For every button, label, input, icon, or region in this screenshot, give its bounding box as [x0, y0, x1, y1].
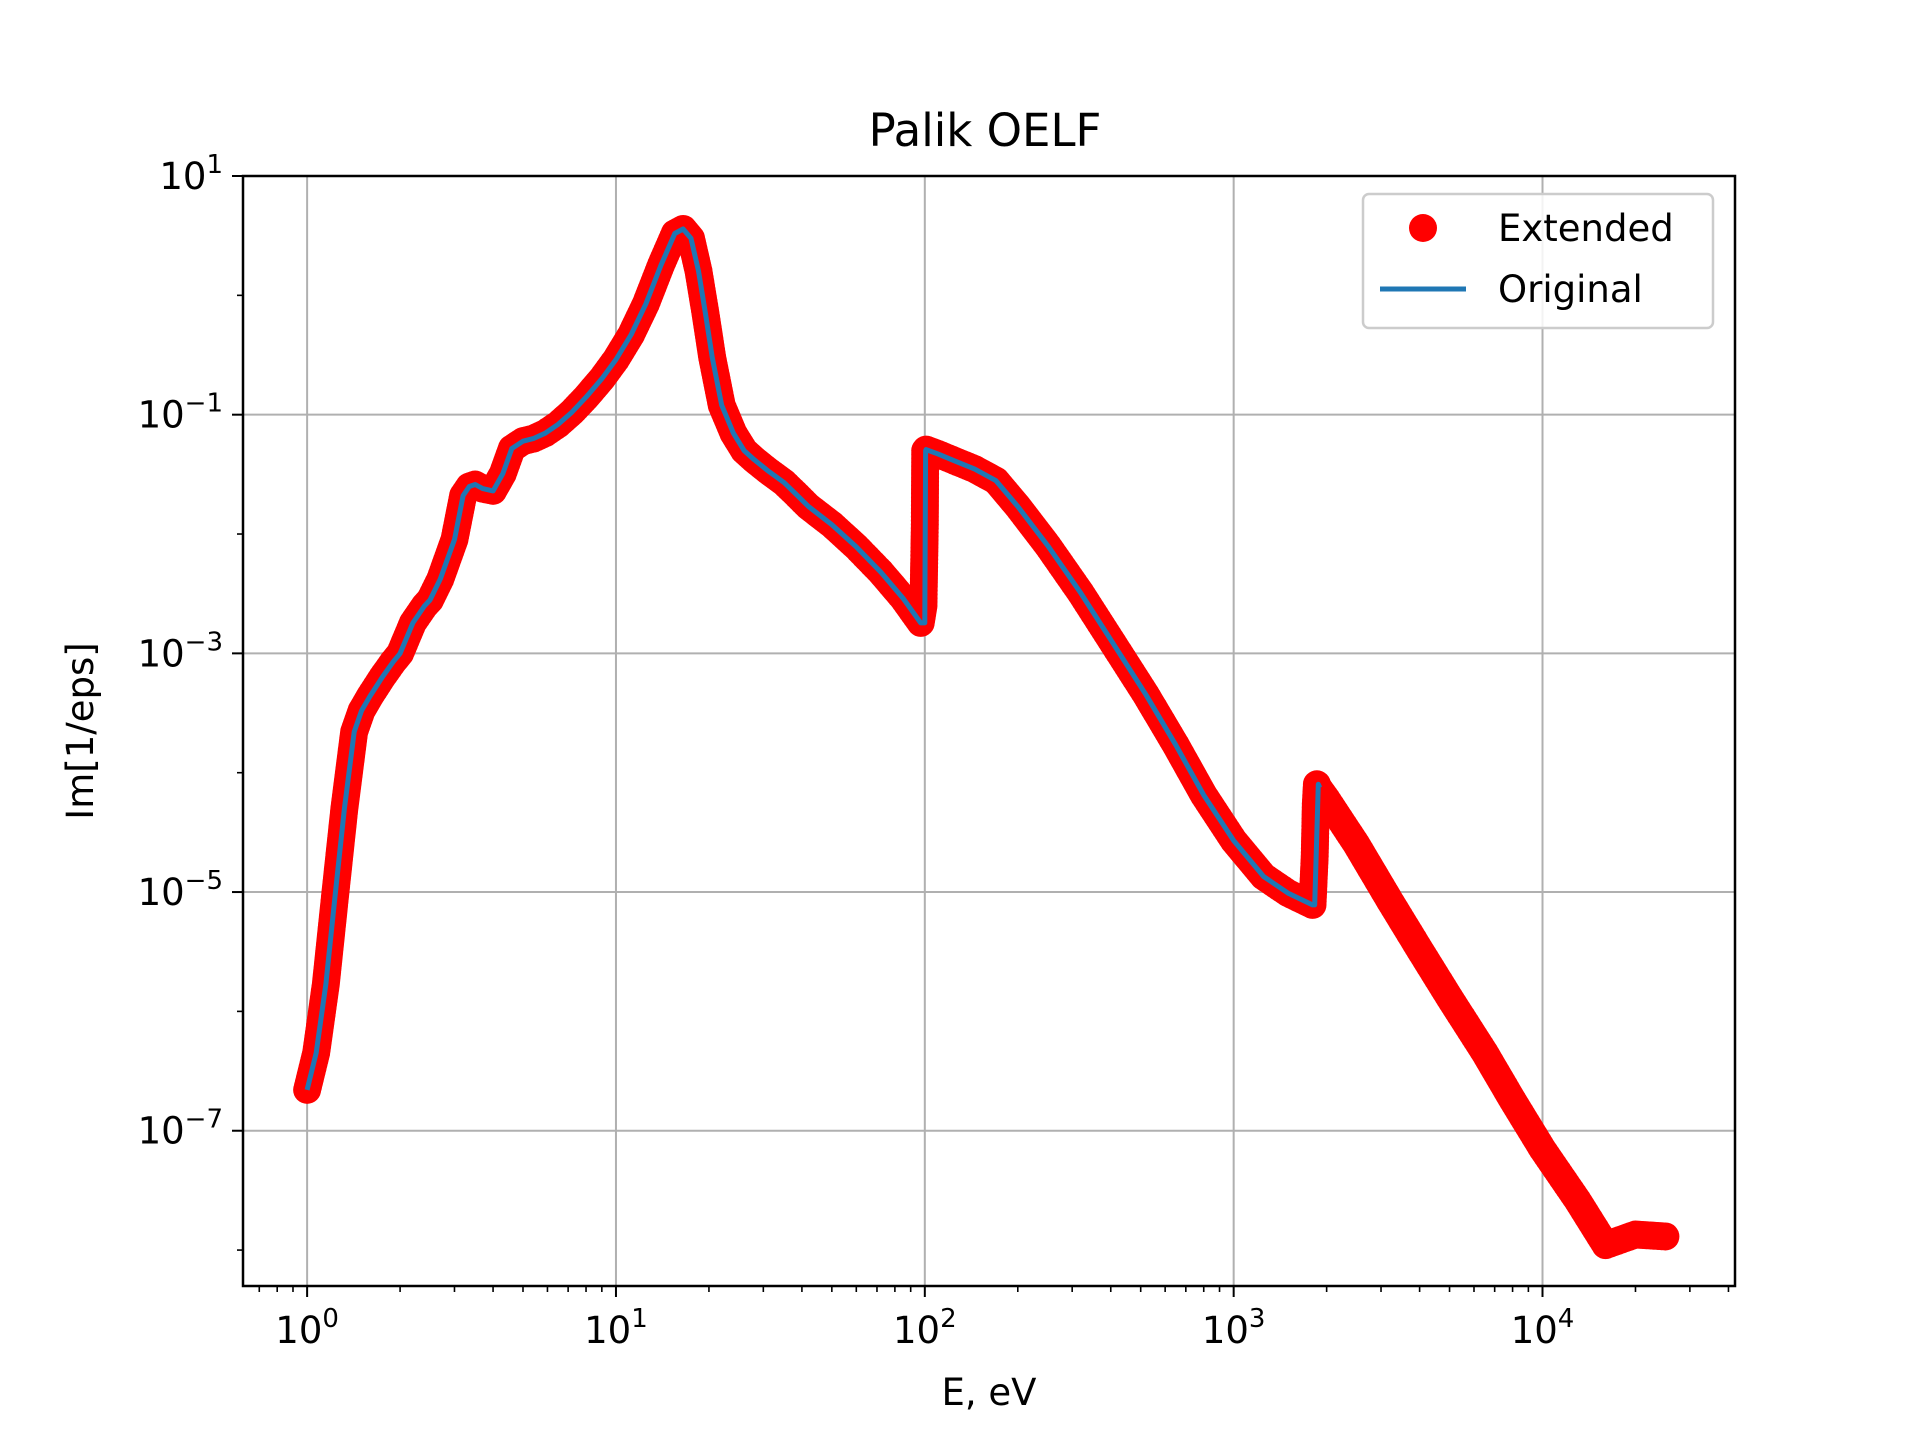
y-tick-label: 10−3: [138, 627, 223, 675]
legend-box: [1361, 192, 1715, 330]
legend: Extended Original: [1361, 192, 1715, 330]
x-tick-label: 100: [275, 1304, 339, 1352]
y-tick-label: 10−7: [138, 1105, 223, 1153]
y-tick-label: 10−5: [138, 866, 223, 914]
legend-label-original: Original: [1498, 268, 1643, 311]
x-tick-label: 103: [1202, 1304, 1266, 1352]
y-axis-ticks: 101 10−1 10−3 10−5 10−7: [138, 150, 243, 1153]
y-axis-label: Im[1/eps]: [59, 642, 102, 819]
x-tick-label: 102: [893, 1304, 957, 1352]
chart-title: Palik OELF: [869, 104, 1102, 157]
y-tick-label: 101: [159, 150, 223, 198]
x-tick-label: 104: [1511, 1304, 1575, 1352]
y-tick-label: 10−1: [138, 389, 223, 437]
extended-point: [1651, 1222, 1680, 1251]
x-tick-label: 101: [584, 1304, 648, 1352]
minor-ticks: [237, 294, 1730, 1292]
x-axis-label: E, eV: [942, 1371, 1037, 1414]
x-axis-ticks: 100 101 102 103 104: [275, 1286, 1574, 1352]
legend-label-extended: Extended: [1498, 207, 1674, 250]
plot-frame: [241, 174, 1737, 1288]
legend-marker-extended: [1409, 214, 1437, 242]
original-series-line: [304, 226, 1323, 1091]
